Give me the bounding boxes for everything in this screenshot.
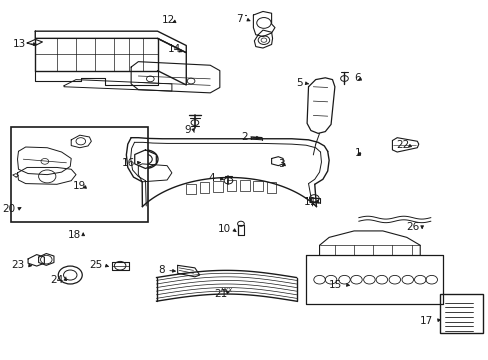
Text: 18: 18 bbox=[67, 230, 81, 239]
Bar bbox=[266, 182, 276, 193]
Text: 13: 13 bbox=[12, 39, 25, 49]
Text: 21: 21 bbox=[213, 289, 226, 299]
Text: 23: 23 bbox=[11, 260, 25, 270]
Text: 26: 26 bbox=[406, 222, 419, 232]
Text: 10: 10 bbox=[217, 225, 230, 234]
Bar bbox=[199, 182, 209, 193]
Text: 15: 15 bbox=[328, 280, 342, 290]
Text: 25: 25 bbox=[89, 260, 102, 270]
Text: 19: 19 bbox=[72, 181, 85, 192]
Text: 24: 24 bbox=[50, 275, 63, 285]
Text: 16: 16 bbox=[122, 158, 135, 168]
Bar bbox=[240, 180, 249, 191]
Text: 6: 6 bbox=[354, 73, 361, 83]
Text: 20: 20 bbox=[2, 204, 15, 215]
Bar bbox=[213, 181, 222, 192]
Text: 22: 22 bbox=[395, 140, 408, 150]
Bar bbox=[11, 127, 147, 222]
Text: 1: 1 bbox=[354, 148, 361, 158]
Text: 2: 2 bbox=[241, 132, 247, 142]
Bar bbox=[440, 294, 482, 333]
Text: 8: 8 bbox=[158, 265, 164, 275]
Text: 14: 14 bbox=[168, 44, 181, 54]
Text: 9: 9 bbox=[184, 125, 191, 135]
Text: 4: 4 bbox=[208, 173, 215, 183]
Text: 3: 3 bbox=[277, 159, 284, 169]
Text: 7: 7 bbox=[235, 14, 242, 24]
Text: 5: 5 bbox=[296, 78, 302, 88]
Bar bbox=[186, 184, 196, 194]
Text: 12: 12 bbox=[162, 15, 175, 26]
Text: MKX: MKX bbox=[220, 288, 232, 293]
Bar bbox=[253, 181, 263, 192]
Text: 11: 11 bbox=[303, 197, 317, 207]
Text: 17: 17 bbox=[419, 316, 432, 325]
Bar bbox=[226, 180, 236, 191]
